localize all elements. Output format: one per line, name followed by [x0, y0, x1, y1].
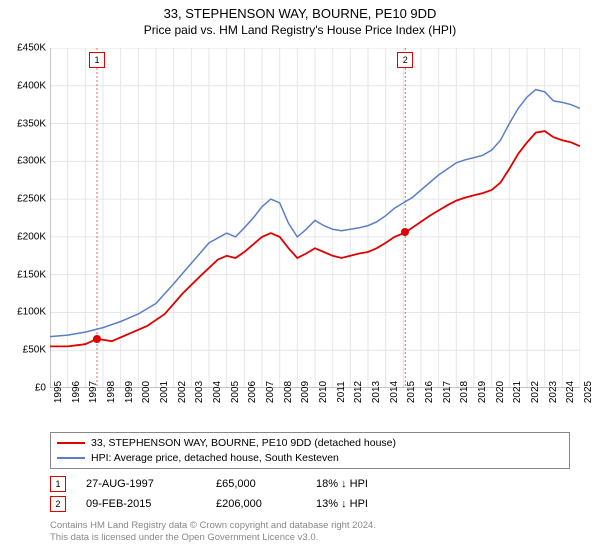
x-tick-label: 2023: [548, 381, 559, 403]
transaction-hpi-delta: 13% ↓ HPI: [316, 498, 406, 510]
transaction-row: 1 27-AUG-1997 £65,000 18% ↓ HPI: [50, 474, 570, 494]
transaction-price: £206,000: [216, 498, 296, 510]
x-tick-label: 2013: [371, 381, 382, 403]
transaction-badge: 2: [50, 496, 66, 512]
x-tick-label: 2001: [159, 381, 170, 403]
x-tick-label: 2007: [265, 381, 276, 403]
x-tick-label: 2024: [565, 381, 576, 403]
x-tick-label: 2006: [247, 381, 258, 403]
y-tick-label: £150K: [2, 269, 46, 280]
sale-marker-badge: 2: [397, 52, 413, 68]
transaction-price: £65,000: [216, 478, 296, 490]
x-tick-label: 2012: [353, 381, 364, 403]
x-tick-label: 2003: [194, 381, 205, 403]
x-tick-label: 1996: [71, 381, 82, 403]
x-tick-label: 2020: [495, 381, 506, 403]
legend-swatch: [57, 442, 85, 444]
x-tick-label: 2018: [459, 381, 470, 403]
y-tick-label: £100K: [2, 307, 46, 318]
transaction-date: 27-AUG-1997: [86, 478, 196, 490]
sale-marker-dot: [401, 228, 409, 236]
x-tick-label: 2002: [177, 381, 188, 403]
chart-title: 33, STEPHENSON WAY, BOURNE, PE10 9DD: [0, 0, 600, 21]
x-tick-label: 2009: [300, 381, 311, 403]
footer-attribution: Contains HM Land Registry data © Crown c…: [50, 520, 570, 545]
x-tick-label: 1998: [106, 381, 117, 403]
transaction-hpi-delta: 18% ↓ HPI: [316, 478, 406, 490]
legend-label: HPI: Average price, detached house, Sout…: [91, 451, 339, 466]
y-tick-label: £200K: [2, 231, 46, 242]
y-tick-label: £350K: [2, 118, 46, 129]
footer-line2: This data is licensed under the Open Gov…: [50, 532, 570, 544]
sale-marker-badge: 1: [89, 52, 105, 68]
x-tick-label: 2025: [583, 381, 594, 403]
x-tick-label: 2017: [442, 381, 453, 403]
chart-container: 33, STEPHENSON WAY, BOURNE, PE10 9DD Pri…: [0, 0, 600, 560]
x-tick-label: 2019: [477, 381, 488, 403]
y-tick-label: £50K: [2, 345, 46, 356]
transaction-row: 2 09-FEB-2015 £206,000 13% ↓ HPI: [50, 494, 570, 514]
x-tick-label: 1999: [124, 381, 135, 403]
chart-area: £0£50K£100K£150K£200K£250K£300K£350K£400…: [50, 48, 580, 388]
transaction-badge: 1: [50, 476, 66, 492]
x-tick-label: 2008: [283, 381, 294, 403]
legend-swatch: [57, 457, 85, 459]
x-tick-label: 2011: [336, 381, 347, 403]
sale-marker-dot: [93, 335, 101, 343]
x-tick-label: 2021: [512, 381, 523, 403]
legend: 33, STEPHENSON WAY, BOURNE, PE10 9DD (de…: [50, 432, 570, 469]
chart-subtitle: Price paid vs. HM Land Registry's House …: [0, 21, 600, 37]
x-tick-label: 2004: [212, 381, 223, 403]
legend-item: HPI: Average price, detached house, Sout…: [57, 451, 563, 466]
x-tick-label: 2015: [406, 381, 417, 403]
legend-label: 33, STEPHENSON WAY, BOURNE, PE10 9DD (de…: [91, 436, 396, 451]
y-tick-label: £400K: [2, 80, 46, 91]
y-tick-label: £0: [2, 383, 46, 394]
x-tick-label: 2014: [389, 381, 400, 403]
y-tick-label: £300K: [2, 156, 46, 167]
transaction-date: 09-FEB-2015: [86, 498, 196, 510]
footer-line1: Contains HM Land Registry data © Crown c…: [50, 520, 570, 532]
transactions-table: 1 27-AUG-1997 £65,000 18% ↓ HPI 2 09-FEB-2015…: [50, 474, 570, 514]
x-tick-label: 1997: [88, 381, 99, 403]
x-tick-label: 2000: [141, 381, 152, 403]
y-tick-label: £450K: [2, 43, 46, 54]
x-tick-label: 2016: [424, 381, 435, 403]
y-tick-label: £250K: [2, 194, 46, 205]
x-tick-label: 1995: [53, 381, 64, 403]
plot-svg: [50, 48, 580, 388]
x-tick-label: 2010: [318, 381, 329, 403]
legend-item: 33, STEPHENSON WAY, BOURNE, PE10 9DD (de…: [57, 436, 563, 451]
x-tick-label: 2005: [230, 381, 241, 403]
x-tick-label: 2022: [530, 381, 541, 403]
